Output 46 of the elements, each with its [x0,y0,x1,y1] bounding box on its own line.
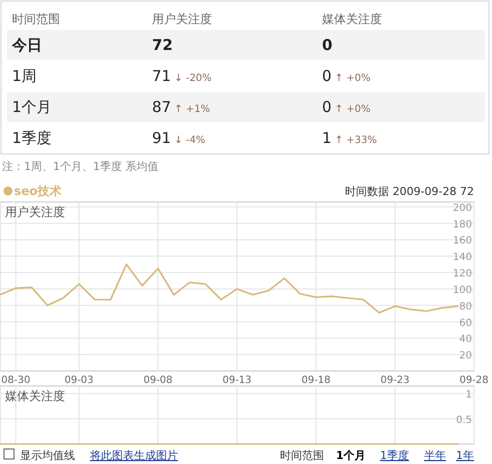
text: 0 ↑ +0% [322,67,371,85]
text: 半年 [424,449,446,462]
y-tick-label: 120 [452,268,472,280]
y-tick-label: 200 [452,202,472,214]
text: 0 ↑ +0% [322,98,371,116]
text: 72 [152,36,173,54]
x-tick-label: 09-18 [301,375,331,386]
y-tick-label: 60 [459,318,472,329]
x-tick-label: 09-08 [143,375,173,386]
text: 显示均值线 [20,449,75,462]
text: 87 ↑ +1% [152,98,210,116]
y-tick-label: 180 [452,219,472,230]
x-tick-label: 09-23 [380,375,410,386]
text: 71 ↓ -20% [152,67,212,85]
x-tick-label: 09-13 [222,375,252,386]
text: 将此图表生成图片 [89,449,178,462]
legend-label: seo技术 [14,184,62,198]
y-tick-label: 100 [452,284,472,296]
text: 时间范围 [280,449,324,462]
category-label: 用户关注度 [152,12,212,26]
text: 1个月 [336,449,366,462]
x-tick-label: 09-28 [459,375,489,386]
y-tick-label: 40 [459,334,472,346]
y-tick-label: 20 [459,350,472,362]
text: 1年 [456,449,474,462]
text: 0 [322,36,332,54]
x-tick-label: 08-30 [1,375,30,386]
category-label: 今日 [12,36,42,54]
text: 注：1周、1个月、1季度 系均值 [2,160,158,173]
y-tick-label: 160 [452,236,472,247]
text: 1季度 [380,449,409,462]
category-label: 媒体关注度 [322,12,382,26]
category-label: 1个月 [12,98,52,116]
y-axis-title: 媒体关注度 [5,389,65,403]
y-tick-label: 1 [466,390,472,401]
category-label: 时间范围 [12,12,60,26]
text: 1 ↑ +33% [322,129,377,147]
y-axis-title: 用户关注度 [5,205,65,219]
x-tick-label: 09-03 [64,375,94,386]
text: 时间数据 2009-09-28 72 [345,185,474,198]
y-tick-label: 0.5 [456,414,472,426]
category-label: 1周 [12,67,37,85]
y-tick-label: 80 [459,301,472,312]
category-label: 1季度 [12,129,52,147]
y-tick-label: 140 [452,252,472,264]
text: 91 ↓ -4% [152,129,206,147]
